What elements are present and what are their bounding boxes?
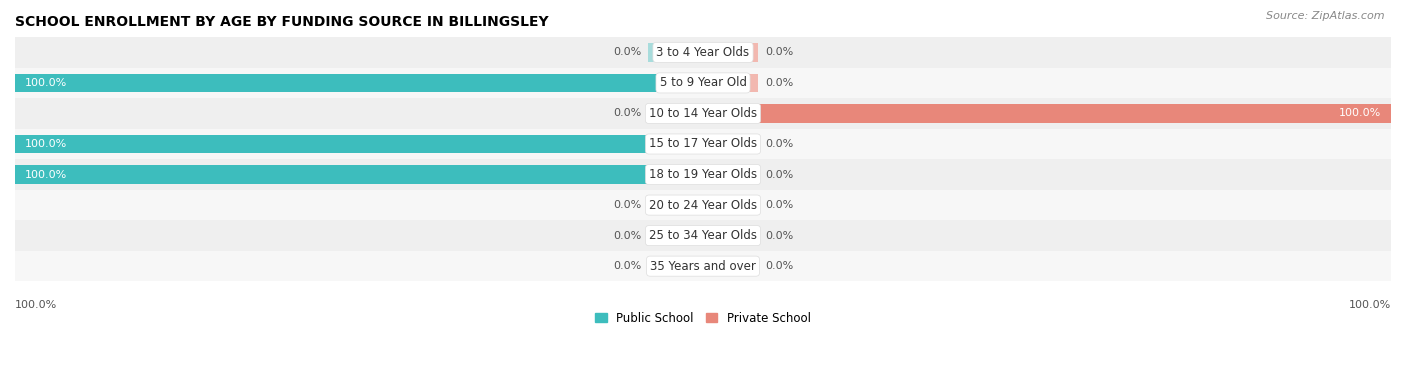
Text: 0.0%: 0.0% <box>765 48 793 57</box>
Legend: Public School, Private School: Public School, Private School <box>591 307 815 329</box>
Text: 0.0%: 0.0% <box>613 200 641 210</box>
Text: 15 to 17 Year Olds: 15 to 17 Year Olds <box>650 138 756 150</box>
Text: 0.0%: 0.0% <box>765 139 793 149</box>
Bar <box>15 220 1391 251</box>
Bar <box>648 257 703 275</box>
Bar <box>15 74 703 92</box>
Text: 100.0%: 100.0% <box>25 170 67 179</box>
Text: 3 to 4 Year Olds: 3 to 4 Year Olds <box>657 46 749 59</box>
Text: 100.0%: 100.0% <box>1348 300 1391 310</box>
Text: 0.0%: 0.0% <box>613 48 641 57</box>
Bar <box>15 129 1391 159</box>
Bar <box>703 227 758 245</box>
Text: 100.0%: 100.0% <box>25 139 67 149</box>
Text: 0.0%: 0.0% <box>765 78 793 88</box>
Text: 0.0%: 0.0% <box>613 261 641 271</box>
Bar <box>15 159 1391 190</box>
Text: 0.0%: 0.0% <box>765 170 793 179</box>
Text: 0.0%: 0.0% <box>765 231 793 241</box>
Bar <box>15 166 703 184</box>
Text: 25 to 34 Year Olds: 25 to 34 Year Olds <box>650 229 756 242</box>
Bar <box>15 251 1391 281</box>
Bar <box>703 135 758 153</box>
Bar <box>703 196 758 214</box>
Bar <box>703 74 758 92</box>
Text: 35 Years and over: 35 Years and over <box>650 260 756 273</box>
Text: Source: ZipAtlas.com: Source: ZipAtlas.com <box>1267 11 1385 21</box>
Text: 0.0%: 0.0% <box>613 231 641 241</box>
Bar <box>703 104 1391 123</box>
Bar <box>703 166 758 184</box>
Bar <box>648 43 703 61</box>
Bar <box>15 37 1391 67</box>
Bar <box>648 196 703 214</box>
Bar <box>15 98 1391 129</box>
Text: 100.0%: 100.0% <box>1339 109 1381 118</box>
Text: 18 to 19 Year Olds: 18 to 19 Year Olds <box>650 168 756 181</box>
Text: 0.0%: 0.0% <box>613 109 641 118</box>
Bar <box>15 67 1391 98</box>
Bar <box>15 135 703 153</box>
Text: 100.0%: 100.0% <box>25 78 67 88</box>
Bar <box>703 257 758 275</box>
Text: SCHOOL ENROLLMENT BY AGE BY FUNDING SOURCE IN BILLINGSLEY: SCHOOL ENROLLMENT BY AGE BY FUNDING SOUR… <box>15 15 548 29</box>
Text: 10 to 14 Year Olds: 10 to 14 Year Olds <box>650 107 756 120</box>
Bar <box>648 227 703 245</box>
Text: 20 to 24 Year Olds: 20 to 24 Year Olds <box>650 199 756 211</box>
Bar <box>648 104 703 123</box>
Text: 0.0%: 0.0% <box>765 200 793 210</box>
Bar <box>15 190 1391 220</box>
Text: 5 to 9 Year Old: 5 to 9 Year Old <box>659 77 747 89</box>
Text: 0.0%: 0.0% <box>765 261 793 271</box>
Text: 100.0%: 100.0% <box>15 300 58 310</box>
Bar <box>703 43 758 61</box>
